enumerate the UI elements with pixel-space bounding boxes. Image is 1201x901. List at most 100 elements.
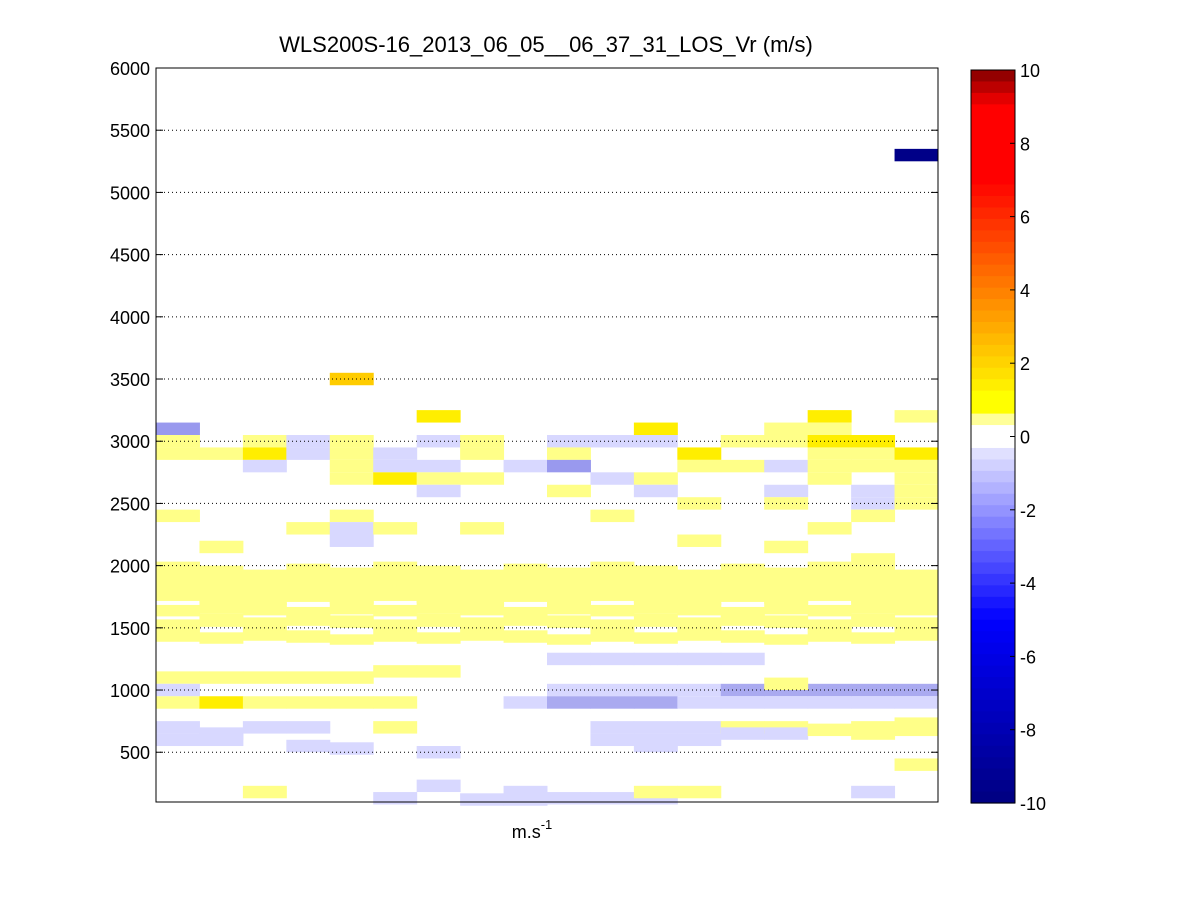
heatmap-band-cell: [851, 613, 896, 627]
heatmap-band-cell: [156, 604, 200, 617]
heatmap-cell: [156, 422, 200, 435]
colorbar-segment: [971, 321, 1015, 335]
heatmap-cell: [894, 758, 939, 771]
colorbar-segment: [971, 230, 1015, 243]
heatmap-cell: [894, 447, 939, 460]
plot-frame: [155, 67, 939, 803]
heatmap-band-cell: [590, 561, 635, 601]
heatmap-cell: [286, 721, 331, 734]
heatmap-cell: [764, 459, 809, 473]
heatmap-cell: [894, 459, 939, 473]
heatmap-band-cell: [807, 628, 852, 642]
plot-area: [155, 67, 939, 806]
heatmap-cell: [242, 696, 287, 709]
heatmap-band-cell: [373, 561, 418, 601]
colorbar-tick-label: 4: [1020, 281, 1030, 301]
heatmap-band-cell: [677, 569, 722, 605]
heatmap-cell: [286, 696, 331, 709]
colorbar-segment: [971, 104, 1015, 117]
heatmap-cell: [460, 472, 505, 485]
heatmap-cell: [764, 422, 809, 435]
heatmap-cell: [720, 683, 765, 697]
heatmap-cell: [242, 447, 287, 460]
heatmap-cell: [894, 696, 939, 709]
heatmap-cell: [807, 422, 852, 435]
heatmap-band-cell: [720, 611, 765, 626]
heatmap-cell: [156, 509, 200, 523]
colorbar-segment: [971, 390, 1015, 403]
colorbar-tick-label: 8: [1020, 134, 1030, 154]
heatmap-cell: [764, 435, 809, 448]
heatmap-cell: [851, 435, 896, 448]
colorbar-segment: [971, 241, 1015, 254]
colorbar-segment: [971, 516, 1015, 529]
colorbar-segment: [971, 218, 1015, 231]
y-tick-label: 500: [120, 743, 150, 763]
y-tick-label: 5500: [110, 121, 150, 141]
heatmap-cell: [547, 459, 591, 473]
heatmap-cell: [547, 696, 591, 709]
heatmap-band-cell: [633, 565, 678, 603]
heatmap-band-cell: [286, 611, 331, 626]
heatmap-band-cell: [894, 617, 939, 629]
heatmap-cell: [156, 435, 200, 448]
heatmap-band-cell: [547, 615, 591, 628]
heatmap-band-cell: [242, 602, 287, 616]
colorbar-segment: [971, 562, 1015, 575]
heatmap-cell: [807, 447, 852, 460]
heatmap-band-cell: [242, 617, 287, 629]
colorbar-segment: [971, 608, 1015, 621]
colorbar-segment: [971, 768, 1015, 781]
heatmap-cell: [764, 497, 809, 510]
heatmap-cell: [851, 696, 896, 709]
heatmap-cell: [590, 696, 635, 709]
heatmap-cell: [329, 447, 374, 460]
colorbar-tick-label: -4: [1020, 574, 1036, 594]
heatmap-cell: [590, 792, 635, 805]
colorbar-segment: [971, 493, 1015, 506]
x-axis-label: m.s-1: [512, 817, 553, 842]
colorbar-segment: [971, 482, 1015, 495]
heatmap-band-cell: [460, 626, 505, 641]
heatmap-cell: [677, 721, 722, 734]
colorbar-segment: [971, 722, 1015, 735]
heatmap-cell: [156, 447, 200, 460]
heatmap-cell: [373, 721, 418, 734]
heatmap-cell: [851, 497, 896, 510]
colorbar-segment: [971, 459, 1015, 472]
heatmap-cell: [590, 652, 635, 666]
colorbar-segment: [971, 173, 1015, 186]
colorbar-segment: [971, 619, 1015, 632]
colorbar-segment: [971, 344, 1015, 357]
heatmap-cell: [677, 696, 722, 709]
y-tick-label: 2500: [110, 494, 150, 514]
heatmap-band-cell: [286, 630, 331, 643]
colorbar-segment: [971, 654, 1015, 667]
y-tick-label: 6000: [110, 59, 150, 79]
colorbar-segment: [971, 81, 1015, 94]
heatmap-cell: [764, 696, 809, 709]
heatmap-cell: [851, 484, 896, 498]
heatmap-band-cell: [764, 567, 809, 604]
colorbar-tick-label: -10: [1020, 794, 1046, 814]
heatmap-cell: [416, 779, 461, 793]
heatmap-cell: [329, 522, 374, 535]
colorbar-tick-label: 6: [1020, 208, 1030, 228]
heatmap-cell: [156, 733, 200, 747]
colorbar-segment: [971, 402, 1015, 415]
heatmap-band-cell: [460, 569, 505, 605]
heatmap-cell: [242, 785, 287, 799]
heatmap-cell: [416, 459, 461, 473]
heatmap-cell: [720, 459, 765, 473]
heatmap-band-cell: [199, 598, 244, 614]
heatmap-cell: [851, 727, 896, 740]
colorbar-segment: [971, 688, 1015, 701]
heatmap-cell: [416, 435, 461, 448]
heatmap-cell: [286, 671, 331, 684]
heatmap-cell: [807, 459, 852, 473]
heatmap-cell: [286, 522, 331, 535]
heatmap-cell: [547, 652, 591, 666]
colorbar-segment: [971, 436, 1015, 449]
heatmap-cell: [590, 733, 635, 747]
heatmap-cell: [329, 534, 374, 547]
